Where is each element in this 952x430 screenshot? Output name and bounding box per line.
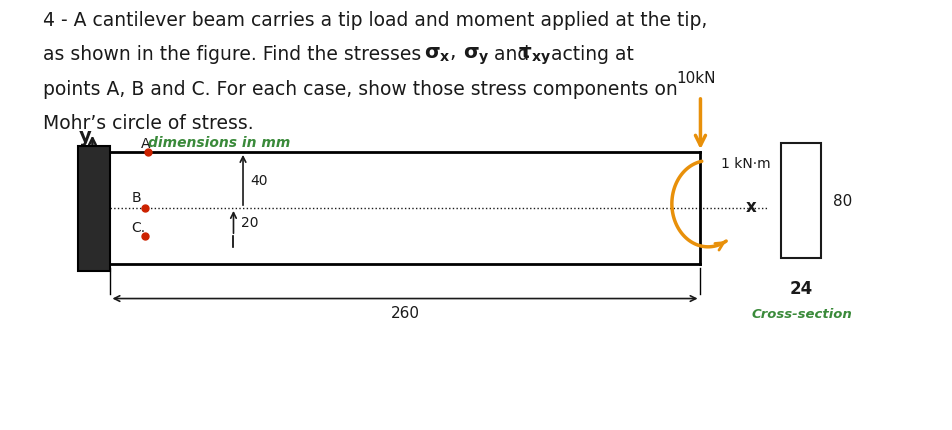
Text: points A, B and C. For each case, show those stress components on: points A, B and C. For each case, show t… (43, 80, 677, 98)
Text: A: A (141, 137, 150, 151)
Text: $\mathbf{\sigma_x}$,: $\mathbf{\sigma_x}$, (424, 45, 456, 64)
Text: x: x (745, 197, 756, 215)
Text: $\mathbf{\tau_{xy}}$: $\mathbf{\tau_{xy}}$ (518, 45, 551, 67)
Text: 40: 40 (250, 174, 268, 187)
Text: 20: 20 (241, 215, 258, 230)
Text: 24: 24 (789, 280, 812, 298)
Text: acting at: acting at (545, 45, 633, 64)
Text: B: B (131, 190, 141, 204)
Text: Mohr’s circle of stress.: Mohr’s circle of stress. (43, 114, 253, 133)
Text: 4 - A cantilever beam carries a tip load and moment applied at the tip,: 4 - A cantilever beam carries a tip load… (43, 11, 706, 30)
Text: 1 kN·m: 1 kN·m (721, 157, 770, 171)
Text: 10kN: 10kN (676, 71, 715, 86)
Text: 80: 80 (832, 194, 851, 209)
Bar (78, 146, 109, 271)
Text: 260: 260 (390, 305, 419, 320)
Text: Cross-section: Cross-section (750, 307, 851, 320)
Text: y: y (79, 127, 91, 146)
Text: and: and (487, 45, 535, 64)
Text: dimensions in mm: dimensions in mm (148, 135, 289, 149)
Bar (781, 144, 821, 258)
Text: as shown in the figure. Find the stresses: as shown in the figure. Find the stresse… (43, 45, 426, 64)
Text: $\mathbf{\sigma_y}$: $\mathbf{\sigma_y}$ (463, 45, 489, 67)
Text: C.: C. (131, 221, 146, 234)
